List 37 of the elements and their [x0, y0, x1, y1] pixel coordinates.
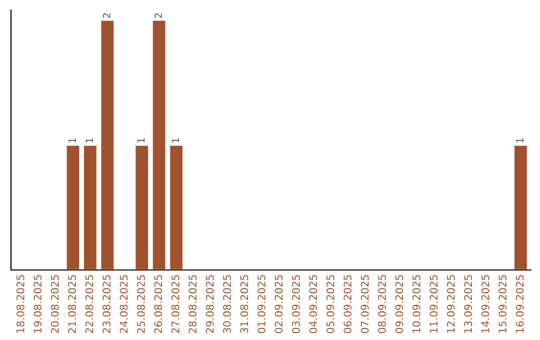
- x-tick-label: 14.09.2025: [481, 275, 490, 333]
- x-tick-label: 15.09.2025: [498, 275, 506, 333]
- x-tick-label: 18.08.2025: [16, 275, 24, 333]
- x-tick-label: 16.09.2025: [516, 275, 524, 333]
- x-tick-label: 27.08.2025: [171, 275, 180, 334]
- data-label: 1: [68, 138, 76, 143]
- data-label: 1: [86, 138, 93, 143]
- x-tick-label: 12.09.2025: [446, 275, 455, 333]
- x-tick-label: 31.08.2025: [240, 275, 248, 334]
- data-label: 1: [516, 138, 524, 143]
- x-tick-label: 06.09.2025: [344, 275, 352, 334]
- x-tick-label: 29.08.2025: [206, 275, 214, 334]
- x-tick-label: 02.09.2025: [274, 275, 283, 334]
- data-label: 2: [154, 13, 162, 18]
- x-tick-label: 26.08.2025: [154, 275, 162, 334]
- x-tick-label: 01.09.2025: [258, 275, 266, 334]
- x-tick-label: 21.08.2025: [68, 275, 76, 334]
- x-tick-label: 10.09.2025: [412, 275, 420, 333]
- x-tick-label: 22.08.2025: [85, 275, 94, 334]
- x-tick-label: 28.08.2025: [188, 275, 197, 334]
- x-tick-label: 23.08.2025: [102, 275, 110, 334]
- x-tick-label: 09.09.2025: [395, 275, 404, 334]
- x-tick-label: 25.08.2025: [137, 275, 145, 334]
- x-tick-label: 08.09.2025: [378, 275, 386, 334]
- x-tick-label: 20.08.2025: [50, 275, 59, 334]
- x-tick-label: 11.09.2025: [430, 275, 438, 333]
- x-tick-label: 30.08.2025: [223, 275, 231, 334]
- data-label: 2: [102, 13, 110, 18]
- x-tick-label: 24.08.2025: [120, 275, 128, 334]
- x-tick-label: 05.09.2025: [326, 275, 334, 334]
- x-tick-label: 07.09.2025: [360, 275, 369, 334]
- x-tick-label: 19.08.2025: [34, 275, 42, 333]
- data-label: 1: [172, 138, 179, 143]
- x-tick-label: 03.09.2025: [292, 275, 300, 334]
- data-label: 1: [137, 138, 145, 143]
- x-tick-label: 13.09.2025: [464, 275, 472, 333]
- x-tick-label: 04.09.2025: [309, 275, 318, 334]
